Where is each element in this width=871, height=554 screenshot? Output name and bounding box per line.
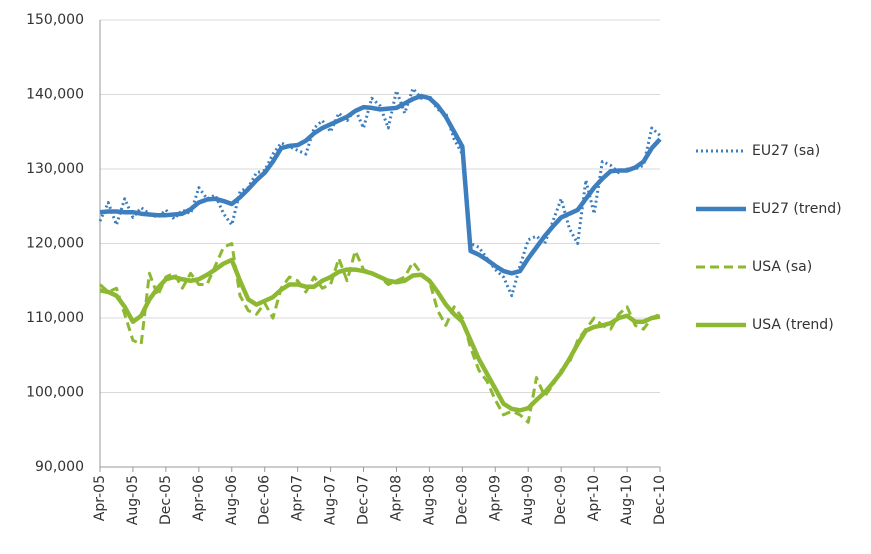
x-tick-label: Apr-10 [586,475,602,521]
y-tick-label: 100,000 [26,385,84,401]
y-tick-label: 130,000 [26,161,84,177]
series-line [99,93,662,276]
legend-label: USA (sa) [752,259,812,275]
x-tick-label: Aug-08 [421,475,437,525]
x-tick-label: Dec-05 [158,475,174,525]
x-tick-label: Aug-10 [619,475,635,525]
y-tick-label: 120,000 [26,236,84,252]
x-tick-label: Dec-09 [553,475,569,525]
y-tick-label: 110,000 [26,310,84,326]
x-tick-label: Aug-07 [323,475,339,525]
x-tick-label: Aug-09 [520,475,536,525]
x-tick-label: Dec-08 [454,475,470,525]
x-tick-label: Apr-07 [290,475,306,521]
legend-label: EU27 (sa) [752,143,820,159]
x-tick-label: Dec-10 [652,475,668,525]
y-tick-label: 140,000 [26,87,84,103]
x-tick-label: Aug-05 [125,475,141,525]
series-line [98,87,662,298]
x-tick-label: Apr-05 [92,475,108,521]
x-tick-label: Apr-06 [191,475,207,521]
x-tick-label: Apr-09 [487,475,503,521]
series-line [98,242,661,424]
x-tick-label: Dec-07 [356,475,372,525]
series-line [99,257,661,413]
y-tick-label: 90,000 [35,459,84,475]
legend-label: USA (trend) [752,317,834,333]
legend-label: EU27 (trend) [752,201,842,217]
y-tick-label: 150,000 [26,12,84,28]
x-tick-label: Apr-08 [388,475,404,521]
x-tick-label: Dec-06 [257,475,273,525]
x-tick-label: Aug-06 [224,475,240,525]
